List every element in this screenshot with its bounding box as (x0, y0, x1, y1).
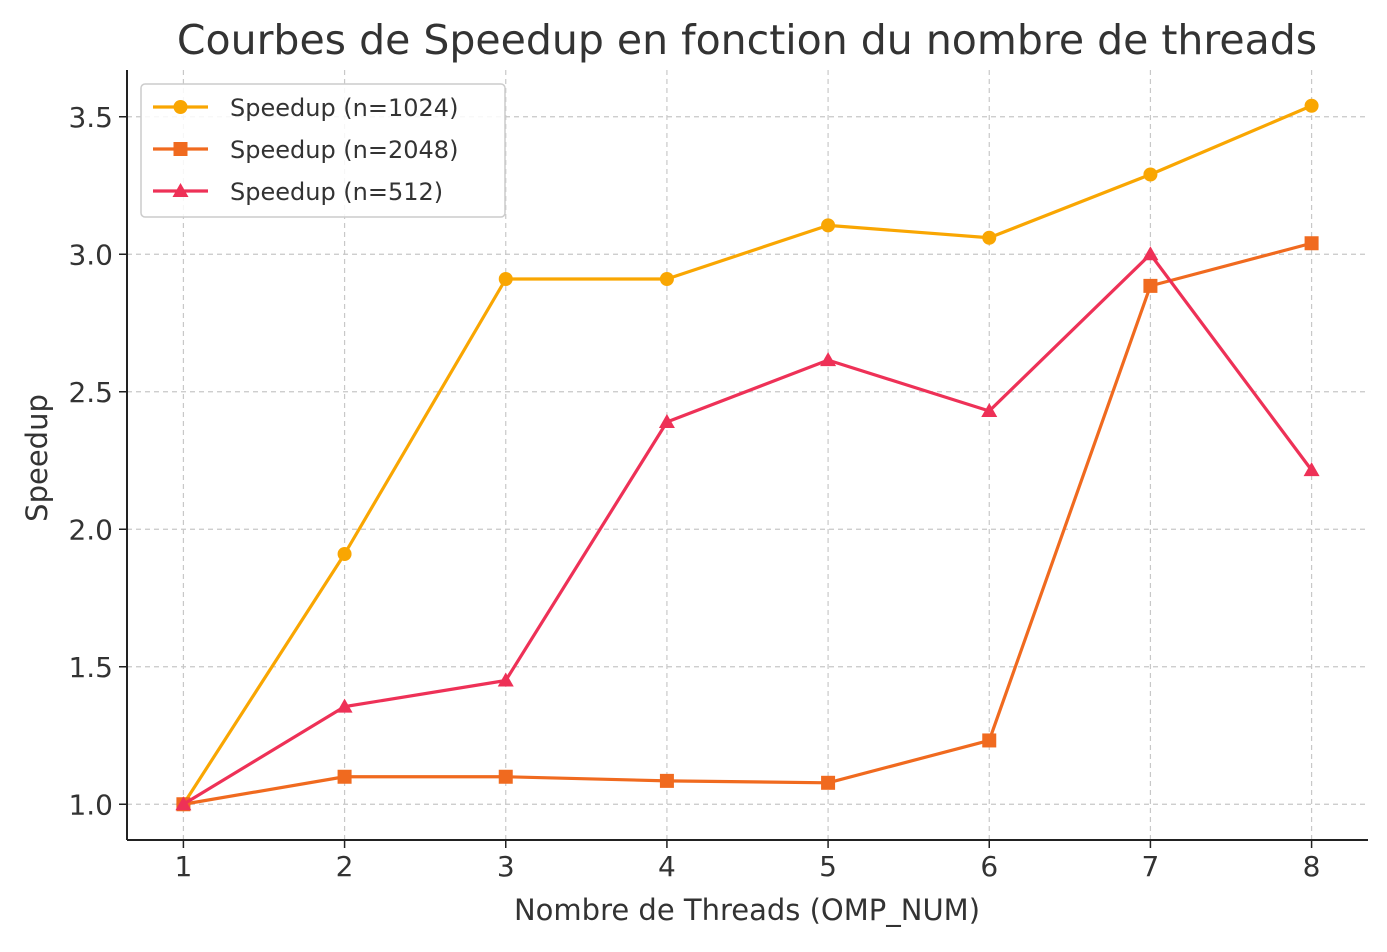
data-point (1304, 98, 1319, 113)
data-point (821, 775, 836, 790)
data-point (981, 403, 998, 417)
data-point (498, 272, 513, 286)
data-point (497, 672, 514, 687)
data-point (982, 733, 997, 748)
data-point (658, 414, 675, 428)
series-3 (175, 246, 1320, 811)
axes (126, 70, 1368, 841)
data-point (1142, 246, 1159, 261)
y-tick-label: 1.0 (68, 788, 113, 821)
legend-items: Speedup (n=1024) Speedup (n=2048) Speedup … (153, 94, 458, 206)
legend-swatch-marker (173, 100, 188, 114)
data-point (337, 769, 352, 784)
x-axis-label: Nombre de Threads (OMP_NUM) (514, 893, 980, 927)
y-ticks: 1.0 1.5 2.0 2.5 3.0 3.5 (68, 101, 127, 821)
series (175, 98, 1320, 812)
series-2 (176, 236, 1319, 812)
series-line (183, 241, 1313, 806)
legend: Speedup (n=1024) Speedup (n=2048) Speedup … (140, 83, 506, 218)
y-tick-label: 3.0 (68, 238, 113, 271)
legend-label: Speedup (n=1024) (230, 94, 458, 122)
data-point (1143, 167, 1158, 182)
legend-label: Speedup (n=2048) (230, 136, 458, 164)
x-tick-label: 7 (1142, 850, 1160, 883)
x-tick-label: 4 (658, 850, 676, 883)
x-tick-label: 6 (980, 850, 998, 883)
data-point (659, 272, 674, 286)
legend-entry: Speedup (n=512) (153, 178, 443, 206)
y-tick-label: 3.5 (68, 101, 113, 134)
legend-entry: Speedup (n=1024) (153, 94, 458, 122)
legend-swatch-marker (172, 183, 189, 197)
data-point (982, 230, 997, 245)
x-tick-label: 3 (497, 850, 515, 883)
y-tick-label: 2.5 (68, 376, 113, 409)
data-point (820, 352, 837, 367)
series-line (182, 104, 1313, 806)
data-point (659, 773, 674, 788)
legend-box (140, 83, 506, 218)
series-line (182, 252, 1313, 806)
data-point (498, 769, 513, 784)
legend-label: Speedup (n=512) (230, 178, 443, 206)
y-axis-label: Speedup (20, 394, 54, 522)
data-point (337, 547, 352, 561)
data-point (1143, 278, 1158, 293)
legend-entry: Speedup (n=2048) (153, 136, 458, 164)
data-point (1304, 236, 1319, 251)
data-point (821, 218, 836, 233)
data-point (175, 796, 192, 811)
x-tick-label: 8 (1303, 850, 1321, 883)
x-tick-label: 2 (336, 850, 354, 883)
x-tick-label: 5 (819, 850, 837, 883)
legend-swatch-marker (173, 142, 188, 156)
y-tick-label: 1.5 (68, 651, 113, 684)
x-tick-label: 1 (174, 850, 192, 883)
data-point (1303, 462, 1320, 477)
data-point (336, 698, 353, 713)
chart-title: Courbes de Speedup en fonction du nombre… (177, 16, 1317, 64)
x-ticks: 1 2 3 4 5 6 7 8 (174, 840, 1321, 883)
y-tick-label: 2.0 (68, 513, 113, 546)
